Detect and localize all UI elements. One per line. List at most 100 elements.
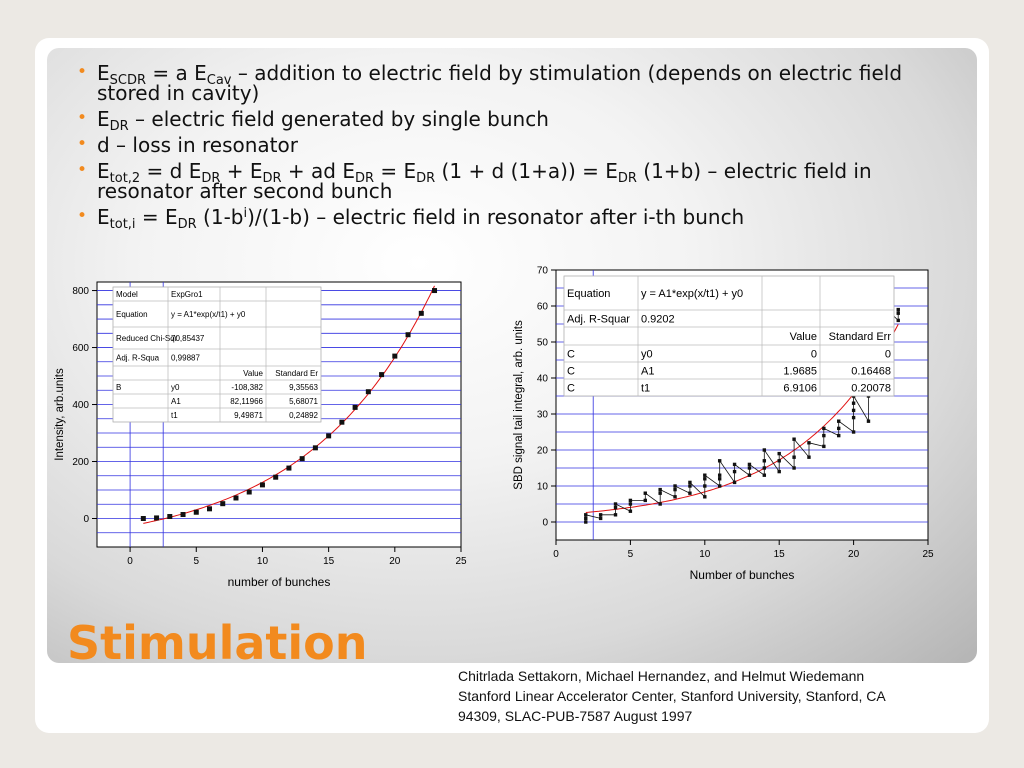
data-point [180, 512, 186, 518]
x-tick-label: 25 [455, 556, 467, 567]
data-point [896, 318, 900, 323]
table-text: C [567, 348, 575, 360]
data-point [598, 516, 603, 521]
data-point [326, 433, 332, 439]
table-text: 0,99887 [171, 353, 200, 362]
table-text: t1 [171, 411, 178, 420]
data-point [896, 307, 900, 312]
credits: Chitrlada Settakorn, Michael Hernandez, … [458, 666, 978, 726]
table-text: 6.9106 [783, 382, 817, 394]
data-point [703, 477, 707, 481]
data-point [777, 459, 781, 463]
y-axis-title: SBD signal tail integral, arb. units [513, 320, 525, 490]
x-tick-label: 5 [628, 549, 634, 560]
data-point [167, 514, 173, 520]
data-point [418, 310, 424, 316]
table-text: Model [116, 290, 138, 299]
data-point [584, 513, 588, 517]
data-point [717, 477, 722, 481]
table-text: Standard Err [829, 331, 892, 343]
data-point [896, 311, 900, 315]
y-tick-label: 50 [537, 338, 549, 349]
table-text: A1 [641, 365, 654, 377]
data-point [717, 484, 722, 488]
table-text: y0 [641, 348, 653, 360]
data-point [851, 401, 856, 405]
table-text: Reduced Chi-Sqr [116, 334, 178, 343]
data-point [822, 433, 826, 438]
data-point [339, 419, 345, 425]
bullet-dot-icon: • [77, 206, 88, 226]
data-point [432, 288, 438, 294]
x-tick-label: 15 [323, 556, 335, 567]
data-point [193, 509, 199, 515]
y-tick-label: 400 [72, 400, 89, 411]
y-tick-label: 800 [72, 286, 89, 297]
data-point [762, 473, 767, 477]
slide-title: Stimulation [67, 616, 368, 663]
data-point [688, 480, 692, 485]
data-point [643, 498, 647, 503]
x-tick-label: 5 [193, 556, 199, 567]
y-tick-label: 40 [537, 374, 549, 385]
data-point [792, 437, 796, 441]
bullet-item-5: • Etot,i = EDR (1-bi)/(1-b) – electric fi… [77, 205, 745, 232]
data-point [405, 332, 411, 338]
y-tick-label: 600 [72, 343, 89, 354]
bullet-item-1: • ESCDR = a ECav – addition to electric f… [77, 61, 903, 105]
data-point [822, 444, 826, 449]
data-point [792, 466, 796, 470]
bullet-dot-icon: • [77, 160, 88, 180]
x-tick-label: 25 [922, 549, 934, 560]
table-text: Value [790, 331, 817, 343]
table-text: 0.20078 [851, 382, 891, 394]
data-point [837, 419, 841, 423]
data-point [762, 466, 767, 470]
bullet-item-4: • Etot,2 = d EDR + EDR + ad EDR = EDR (1 … [77, 159, 872, 203]
data-point [379, 372, 385, 378]
data-point [807, 455, 811, 459]
data-point [613, 513, 618, 517]
table-text: 9,49871 [234, 411, 263, 420]
bullet-dot-icon: • [77, 62, 88, 82]
fit-table [563, 275, 895, 397]
table-text: A1 [171, 397, 181, 406]
bullet-dot-icon: • [77, 108, 88, 128]
data-point [673, 487, 677, 492]
table-text: 82,11966 [230, 397, 263, 406]
table-cell [265, 407, 322, 423]
bullet-dot-icon: • [77, 134, 88, 154]
data-point [286, 465, 292, 471]
data-point [703, 473, 707, 477]
credit-line-3: 94309, SLAC-PUB-7587 August 1997 [458, 708, 693, 724]
y-tick-label: 200 [72, 457, 89, 468]
data-point [792, 455, 796, 459]
data-point [732, 462, 737, 467]
data-point [837, 426, 841, 431]
table-text: y = A1*exp(x/t1) + y0 [171, 310, 246, 319]
x-tick-label: 20 [848, 549, 860, 560]
table-text: y = A1*exp(x/t1) + y0 [641, 288, 743, 300]
data-point [777, 469, 781, 474]
data-point [613, 502, 618, 506]
table-text: 9,35563 [289, 383, 318, 392]
data-point [717, 459, 722, 463]
data-point [233, 495, 239, 501]
table-text: Equation [567, 288, 610, 300]
table-text: 0 [811, 348, 817, 360]
table-text: Adj. R-Squa [116, 353, 160, 362]
table-text: Equation [116, 310, 148, 319]
sbd-signal-chart: 0 5 10 15 20 25 0 10 20 30 40 50 60 70 Number of bunch… [513, 266, 934, 583]
table-text: 70,85437 [171, 334, 205, 343]
data-point [246, 489, 252, 495]
data-point [154, 515, 160, 521]
x-tick-label: 10 [699, 549, 711, 560]
data-point [747, 462, 752, 467]
data-point [259, 482, 265, 488]
data-point [703, 484, 707, 488]
fit-curve [585, 324, 899, 513]
table-text: 0.16468 [851, 365, 891, 377]
data-point [628, 498, 633, 503]
table-text: -108,382 [231, 383, 263, 392]
data-point [392, 353, 398, 359]
